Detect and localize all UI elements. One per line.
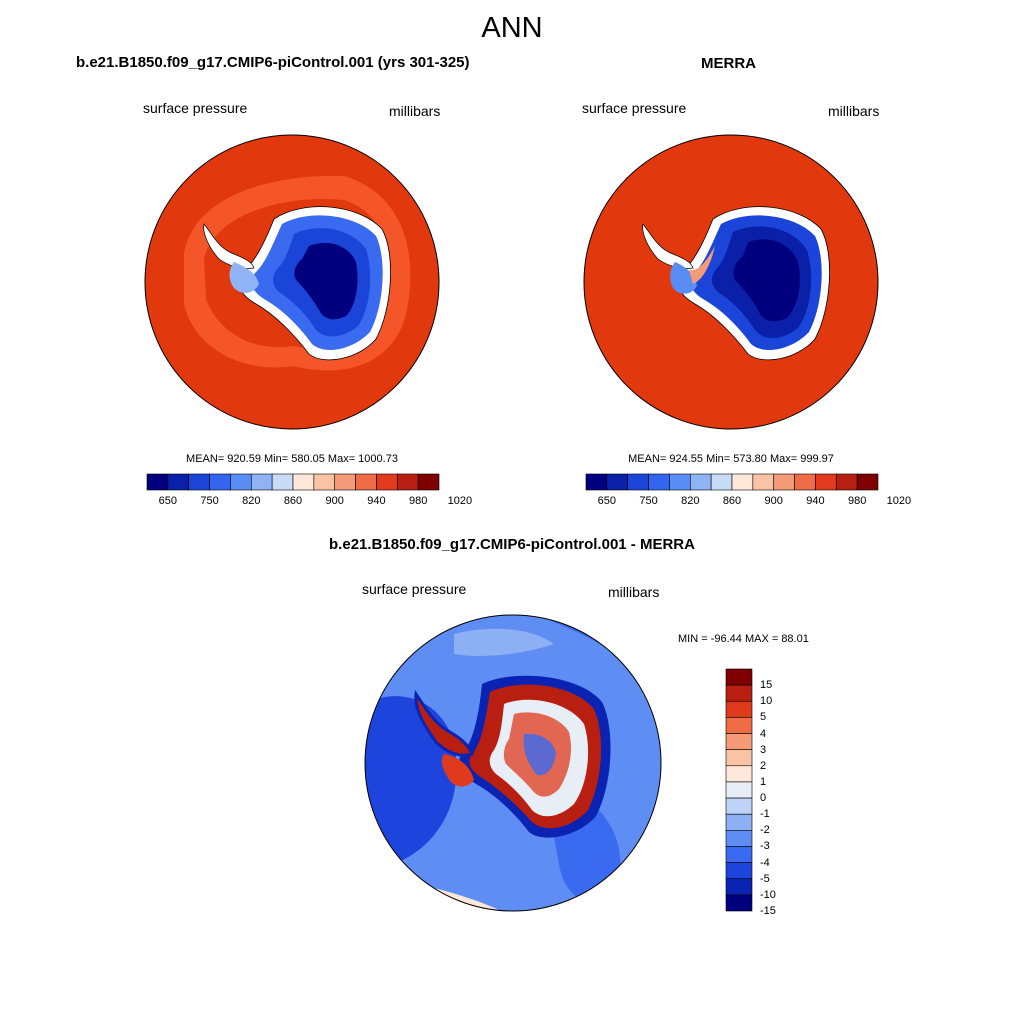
panel-diff-colorbar-tick: -2 (760, 824, 770, 837)
panel-diff-colorbar-box (725, 668, 753, 686)
panel-diff-colorbar-tick: -3 (760, 840, 770, 853)
panel-model-colorbar-box (188, 473, 210, 491)
panel-model-colorbar-box (396, 473, 419, 491)
panel-merra-colorbar-box (856, 473, 879, 491)
panel-diff-colorbar-box (725, 733, 753, 750)
panel-diff-colorbar-tick: -5 (760, 872, 770, 885)
panel-model-colorbar-box (376, 473, 398, 491)
panel-diff-colorbar-box (725, 894, 753, 912)
panel-model-colorbar (146, 473, 440, 491)
panel-diff-colorbar-tick: -4 (760, 856, 770, 869)
panel-diff-colorbar-tick: -1 (760, 808, 770, 821)
panel-merra-colorbar-box (606, 473, 629, 491)
panel-model-colorbar-tick: 980 (408, 495, 428, 507)
panel-diff-colorbar-box (725, 749, 753, 767)
panel-diff-colorbar-tick: -15 (760, 905, 776, 917)
panel-merra-colorbar-box (731, 473, 754, 491)
panel-model-colorbar-tick: 650 (158, 495, 178, 507)
panel-merra-colorbar (585, 473, 879, 491)
panel-diff-colorbar-tick: 5 (760, 711, 767, 724)
panel-model-colorbar-tick: 750 (200, 495, 219, 507)
panel-diff-colorbar-tick: 0 (760, 792, 767, 805)
panel-merra-colorbar-box (752, 473, 775, 491)
panel-merra-colorbar-box (627, 473, 649, 491)
panel-model-colorbar-tick: 1020 (447, 495, 473, 507)
panel-merra-colorbar-box (815, 473, 837, 491)
panel-diff-colorbar-tick: 15 (760, 679, 773, 692)
panel-merra-colorbar-tick: 980 (847, 495, 867, 507)
panel-diff-colorbar-box (725, 878, 753, 896)
panel-diff-map (364, 614, 662, 912)
panel-diff-colorbar-box (725, 781, 753, 799)
panel-merra-colorbar-box (585, 473, 608, 491)
panel-model-colorbar-tick: 860 (283, 495, 303, 507)
panel-model-colorbar-box (271, 473, 294, 491)
panel-diff-colorbar-box (725, 700, 753, 718)
panel-model-colorbar-tick: 900 (325, 495, 344, 507)
panel-model-colorbar-box (167, 473, 190, 491)
panel-model-map (144, 134, 440, 430)
panel-diff-colorbar-box (725, 813, 753, 831)
panel-model-colorbar-box (313, 473, 336, 491)
panel-model-colorbar-tick: 820 (242, 495, 261, 507)
panel-merra-title: MERRA (701, 55, 756, 72)
panel-merra-units: millibars (828, 103, 880, 119)
panel-model-colorbar-box (292, 473, 315, 491)
panel-diff-colorbar-box (725, 862, 753, 880)
panel-merra-colorbar-tick: 1020 (886, 495, 912, 507)
panel-model-units: millibars (389, 103, 441, 119)
panel-merra-colorbar-box (648, 473, 670, 491)
panel-merra-colorbar-box (835, 473, 858, 491)
panel-diff-variable: surface pressure (362, 581, 467, 597)
panel-merra-colorbar-tick: 750 (639, 495, 658, 507)
panel-model-colorbar-box (417, 473, 440, 491)
panel-diff-colorbar-tick: 3 (760, 743, 767, 756)
panel-model-colorbar-box (355, 473, 377, 491)
panel-diff-colorbar-box (725, 717, 753, 734)
panel-model-title: b.e21.B1850.f09_g17.CMIP6-piControl.001 … (76, 54, 470, 71)
panel-merra-colorbar-box (710, 473, 733, 491)
panel-merra-colorbar-tick: 820 (681, 495, 700, 507)
panel-merra-colorbar-tick: 650 (597, 495, 617, 507)
panel-merra-stats: MEAN= 924.55 Min= 573.80 Max= 999.97 (628, 453, 834, 465)
panel-diff-colorbar-box (725, 830, 753, 847)
panel-merra-colorbar-box (689, 473, 712, 491)
panel-diff-stats: MIN = -96.44 MAX = 88.01 (678, 633, 809, 645)
panel-diff-colorbar-tick: -10 (760, 888, 776, 901)
panel-merra-colorbar-tick: 860 (722, 495, 742, 507)
panel-model-colorbar-box (209, 473, 231, 491)
panel-model-colorbar-box (334, 473, 356, 491)
panel-merra-colorbar-tick: 900 (764, 495, 783, 507)
panel-diff-units: millibars (608, 584, 660, 600)
panel-diff-colorbar-box (725, 797, 753, 815)
panel-diff-colorbar-tick: 4 (760, 727, 767, 740)
panel-diff-colorbar (725, 668, 753, 912)
panel-diff-colorbar-tick: 10 (760, 695, 773, 708)
panel-diff-title: b.e21.B1850.f09_g17.CMIP6-piControl.001 … (329, 536, 695, 553)
panel-merra-colorbar-box (794, 473, 816, 491)
panel-merra-colorbar-box (773, 473, 795, 491)
panel-model-stats: MEAN= 920.59 Min= 580.05 Max= 1000.73 (186, 453, 398, 465)
panel-merra-map (583, 134, 879, 430)
page-title: ANN (481, 12, 543, 44)
panel-diff-colorbar-tick: 2 (760, 759, 767, 772)
panel-diff-colorbar-box (725, 846, 753, 863)
panel-model-colorbar-box (230, 473, 252, 491)
panel-merra-colorbar-tick: 940 (806, 495, 825, 507)
panel-model-colorbar-box (146, 473, 169, 491)
panel-merra-variable: surface pressure (582, 100, 687, 116)
panel-diff-colorbar-box (725, 765, 753, 783)
panel-merra-colorbar-box (669, 473, 691, 491)
panel-model-variable: surface pressure (143, 100, 248, 116)
panel-diff-colorbar-tick: 1 (760, 775, 767, 788)
panel-model-colorbar-tick: 940 (367, 495, 386, 507)
panel-model-colorbar-box (250, 473, 273, 491)
panel-diff-colorbar-box (725, 684, 753, 702)
